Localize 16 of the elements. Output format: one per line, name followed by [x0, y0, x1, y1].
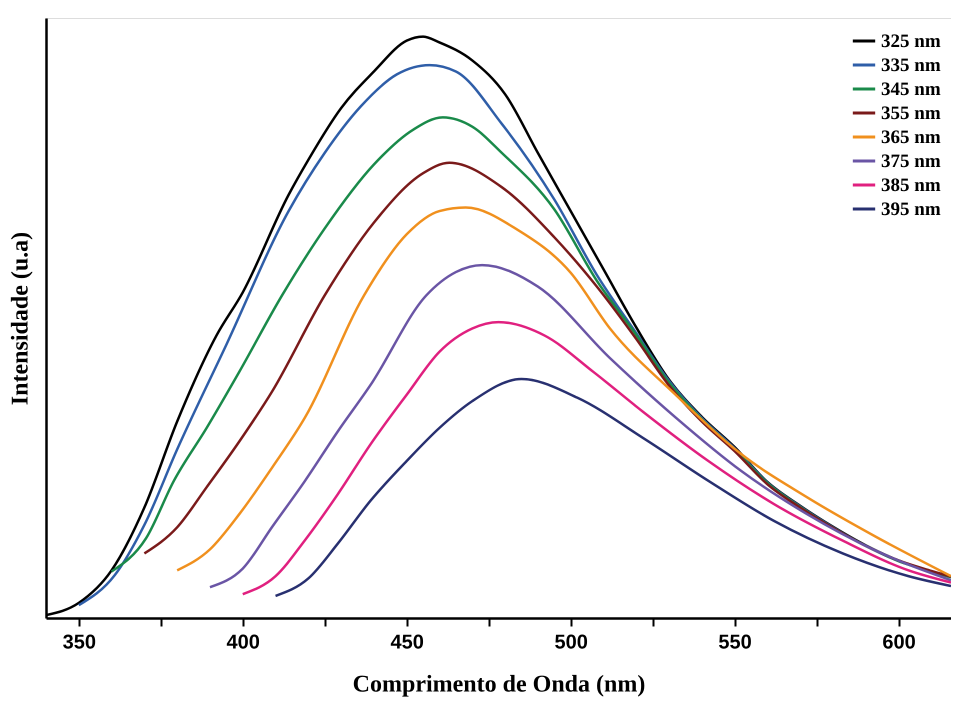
- legend-label: 375 nm: [881, 151, 941, 172]
- legend-label: 345 nm: [881, 79, 941, 100]
- x-tick-label: 500: [554, 632, 588, 654]
- x-tick-label: 550: [718, 632, 752, 654]
- legend-label: 395 nm: [881, 199, 941, 220]
- x-tick-label: 600: [882, 632, 916, 654]
- y-axis-title: Intensidade (u.a): [8, 232, 34, 406]
- x-axis-title: Comprimento de Onda (nm): [352, 672, 646, 698]
- legend-label: 365 nm: [881, 127, 941, 148]
- legend-label: 325 nm: [881, 31, 941, 52]
- x-tick-label: 350: [62, 632, 96, 654]
- x-tick-label: 450: [390, 632, 424, 654]
- legend-label: 355 nm: [881, 103, 941, 124]
- legend-label: 385 nm: [881, 175, 941, 196]
- x-tick-label: 400: [226, 632, 260, 654]
- legend-label: 335 nm: [881, 55, 941, 76]
